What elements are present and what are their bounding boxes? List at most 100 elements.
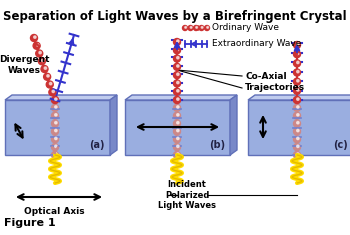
Circle shape bbox=[174, 63, 181, 70]
Circle shape bbox=[294, 87, 301, 94]
Circle shape bbox=[52, 90, 55, 93]
Circle shape bbox=[174, 72, 181, 79]
Circle shape bbox=[297, 70, 299, 73]
Circle shape bbox=[297, 129, 299, 132]
Circle shape bbox=[55, 129, 57, 132]
Circle shape bbox=[51, 152, 58, 158]
Circle shape bbox=[297, 61, 299, 64]
Circle shape bbox=[207, 27, 209, 28]
Circle shape bbox=[294, 112, 301, 119]
Polygon shape bbox=[125, 95, 237, 100]
Polygon shape bbox=[110, 95, 117, 155]
Circle shape bbox=[294, 42, 301, 48]
Circle shape bbox=[294, 152, 301, 158]
Circle shape bbox=[55, 106, 57, 108]
Polygon shape bbox=[248, 95, 350, 100]
Circle shape bbox=[55, 98, 57, 100]
Text: Extraordinary Wave: Extraordinary Wave bbox=[212, 39, 301, 48]
Circle shape bbox=[177, 73, 179, 75]
Circle shape bbox=[39, 51, 41, 54]
Circle shape bbox=[177, 129, 179, 132]
Circle shape bbox=[297, 114, 299, 116]
Circle shape bbox=[51, 136, 58, 143]
Circle shape bbox=[294, 97, 301, 103]
Circle shape bbox=[55, 145, 57, 148]
Circle shape bbox=[177, 145, 179, 148]
Circle shape bbox=[177, 121, 179, 124]
Circle shape bbox=[297, 137, 299, 140]
Circle shape bbox=[196, 27, 197, 28]
Circle shape bbox=[174, 97, 181, 103]
Bar bbox=[125, 100, 230, 155]
Circle shape bbox=[51, 97, 58, 103]
Circle shape bbox=[294, 97, 301, 103]
Circle shape bbox=[294, 120, 301, 127]
Circle shape bbox=[51, 128, 58, 135]
Text: (a): (a) bbox=[90, 140, 105, 150]
Circle shape bbox=[177, 40, 179, 42]
Circle shape bbox=[49, 82, 52, 85]
Circle shape bbox=[55, 137, 57, 140]
Circle shape bbox=[44, 73, 51, 80]
Circle shape bbox=[49, 89, 56, 96]
Circle shape bbox=[38, 58, 46, 65]
Circle shape bbox=[174, 97, 181, 103]
Circle shape bbox=[294, 128, 301, 135]
Circle shape bbox=[177, 90, 179, 92]
Circle shape bbox=[177, 153, 179, 155]
Circle shape bbox=[204, 26, 210, 31]
Circle shape bbox=[41, 66, 48, 73]
Circle shape bbox=[201, 27, 203, 28]
Text: Ordinary Wave: Ordinary Wave bbox=[212, 24, 279, 32]
Circle shape bbox=[174, 47, 181, 54]
Circle shape bbox=[297, 153, 299, 155]
Circle shape bbox=[51, 97, 58, 103]
Circle shape bbox=[297, 89, 299, 91]
Bar bbox=[5, 100, 110, 155]
Circle shape bbox=[47, 75, 49, 77]
Text: Divergent
Waves: Divergent Waves bbox=[0, 55, 49, 75]
Text: Incident
Polarized
Light Waves: Incident Polarized Light Waves bbox=[158, 180, 216, 210]
Circle shape bbox=[174, 55, 181, 62]
Circle shape bbox=[46, 81, 53, 88]
Circle shape bbox=[36, 44, 39, 46]
Circle shape bbox=[34, 36, 36, 38]
Circle shape bbox=[55, 98, 57, 100]
Text: Separation of Light Waves by a Birefringent Crystal: Separation of Light Waves by a Birefring… bbox=[3, 10, 347, 23]
Text: (b): (b) bbox=[209, 140, 225, 150]
Circle shape bbox=[294, 51, 301, 58]
Circle shape bbox=[177, 137, 179, 140]
Circle shape bbox=[174, 88, 181, 95]
Circle shape bbox=[44, 67, 47, 69]
Circle shape bbox=[55, 153, 57, 155]
Circle shape bbox=[177, 56, 179, 59]
Circle shape bbox=[177, 106, 179, 108]
Circle shape bbox=[55, 121, 57, 124]
Circle shape bbox=[177, 65, 179, 67]
Circle shape bbox=[177, 98, 179, 100]
Circle shape bbox=[294, 78, 301, 85]
Circle shape bbox=[36, 50, 43, 57]
Circle shape bbox=[51, 112, 58, 119]
Circle shape bbox=[174, 152, 181, 158]
Circle shape bbox=[30, 35, 37, 42]
Circle shape bbox=[174, 39, 181, 46]
Circle shape bbox=[51, 144, 58, 151]
Circle shape bbox=[51, 104, 58, 111]
Text: Optical Axis: Optical Axis bbox=[24, 207, 84, 216]
Text: Figure 1: Figure 1 bbox=[4, 218, 56, 228]
Circle shape bbox=[297, 121, 299, 124]
Circle shape bbox=[174, 120, 181, 127]
Circle shape bbox=[174, 128, 181, 135]
Polygon shape bbox=[5, 95, 117, 100]
Circle shape bbox=[51, 120, 58, 127]
Circle shape bbox=[174, 104, 181, 111]
Circle shape bbox=[199, 26, 204, 31]
Circle shape bbox=[174, 136, 181, 143]
Circle shape bbox=[294, 104, 301, 111]
Circle shape bbox=[194, 26, 198, 31]
Circle shape bbox=[294, 69, 301, 76]
Circle shape bbox=[174, 112, 181, 119]
Circle shape bbox=[188, 26, 193, 31]
Text: Co-Axial
Trajectories: Co-Axial Trajectories bbox=[245, 72, 305, 92]
